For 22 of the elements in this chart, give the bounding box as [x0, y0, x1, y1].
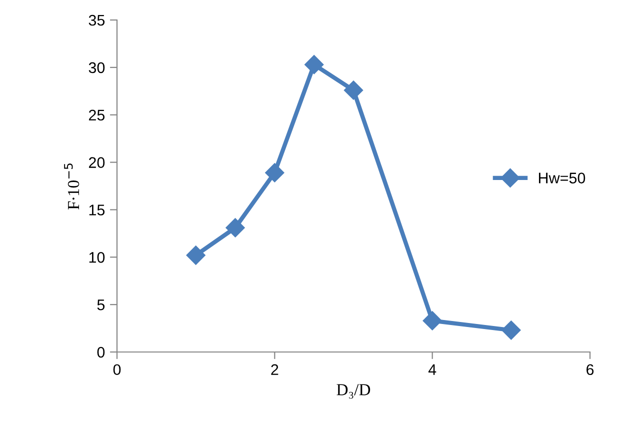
point — [265, 163, 284, 182]
point — [304, 55, 324, 74]
x-tick-label: 2 — [271, 364, 278, 375]
x-tick-label: 4 — [428, 364, 436, 375]
y-tick-label: 25 — [88, 110, 105, 121]
y-tick-label: 35 — [88, 14, 105, 26]
y-tick-label: 20 — [88, 157, 105, 168]
y-tick-label: 0 — [97, 346, 105, 358]
legend-label: Hw=50 — [538, 172, 586, 184]
x-axis-title: D₃/D — [336, 384, 370, 399]
point — [422, 311, 442, 330]
point — [226, 218, 245, 238]
y-tick-label: 15 — [89, 204, 105, 216]
point — [502, 320, 521, 340]
x-tick-label: 6 — [586, 364, 594, 376]
x-tick-label: 0 — [113, 364, 121, 376]
y-tick-label: 10 — [89, 252, 105, 263]
y-tick-label: 30 — [88, 62, 105, 74]
y-axis-title: F∙10$^{−5}$ — [64, 164, 80, 210]
y-tick-label: 5 — [97, 300, 105, 310]
point — [344, 80, 364, 100]
point — [186, 246, 206, 265]
